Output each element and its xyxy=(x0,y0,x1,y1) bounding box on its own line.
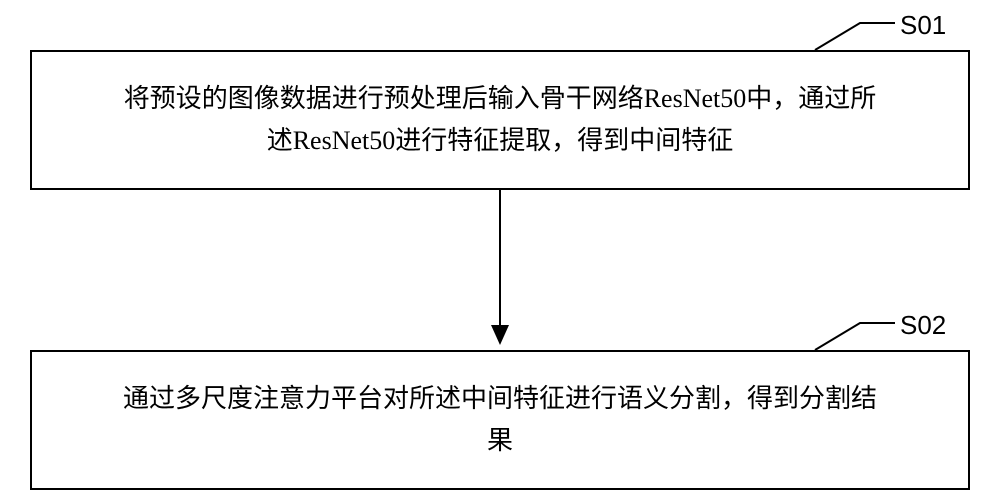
leader-line-s02 xyxy=(815,323,895,350)
step-box-1-text: 将预设的图像数据进行预处理后输入骨干网络ResNet50中，通过所 述ResNe… xyxy=(124,78,877,161)
arrow-head-icon xyxy=(491,325,509,345)
step-label-s01: S01 xyxy=(900,10,946,41)
step-1-line-1: 将预设的图像数据进行预处理后输入骨干网络ResNet50中，通过所 xyxy=(124,84,877,113)
leader-line-s01 xyxy=(815,23,895,50)
step-2-line-1: 通过多尺度注意力平台对所述中间特征进行语义分割，得到分割结 xyxy=(123,384,877,413)
step-box-2: 通过多尺度注意力平台对所述中间特征进行语义分割，得到分割结 果 xyxy=(30,350,970,490)
flowchart-canvas: 将预设的图像数据进行预处理后输入骨干网络ResNet50中，通过所 述ResNe… xyxy=(0,0,1000,504)
step-1-line-2: 述ResNet50进行特征提取，得到中间特征 xyxy=(267,126,734,155)
step-box-2-text: 通过多尺度注意力平台对所述中间特征进行语义分割，得到分割结 果 xyxy=(123,378,877,461)
step-2-line-2: 果 xyxy=(487,426,513,455)
step-box-1: 将预设的图像数据进行预处理后输入骨干网络ResNet50中，通过所 述ResNe… xyxy=(30,50,970,190)
step-label-s02: S02 xyxy=(900,310,946,341)
